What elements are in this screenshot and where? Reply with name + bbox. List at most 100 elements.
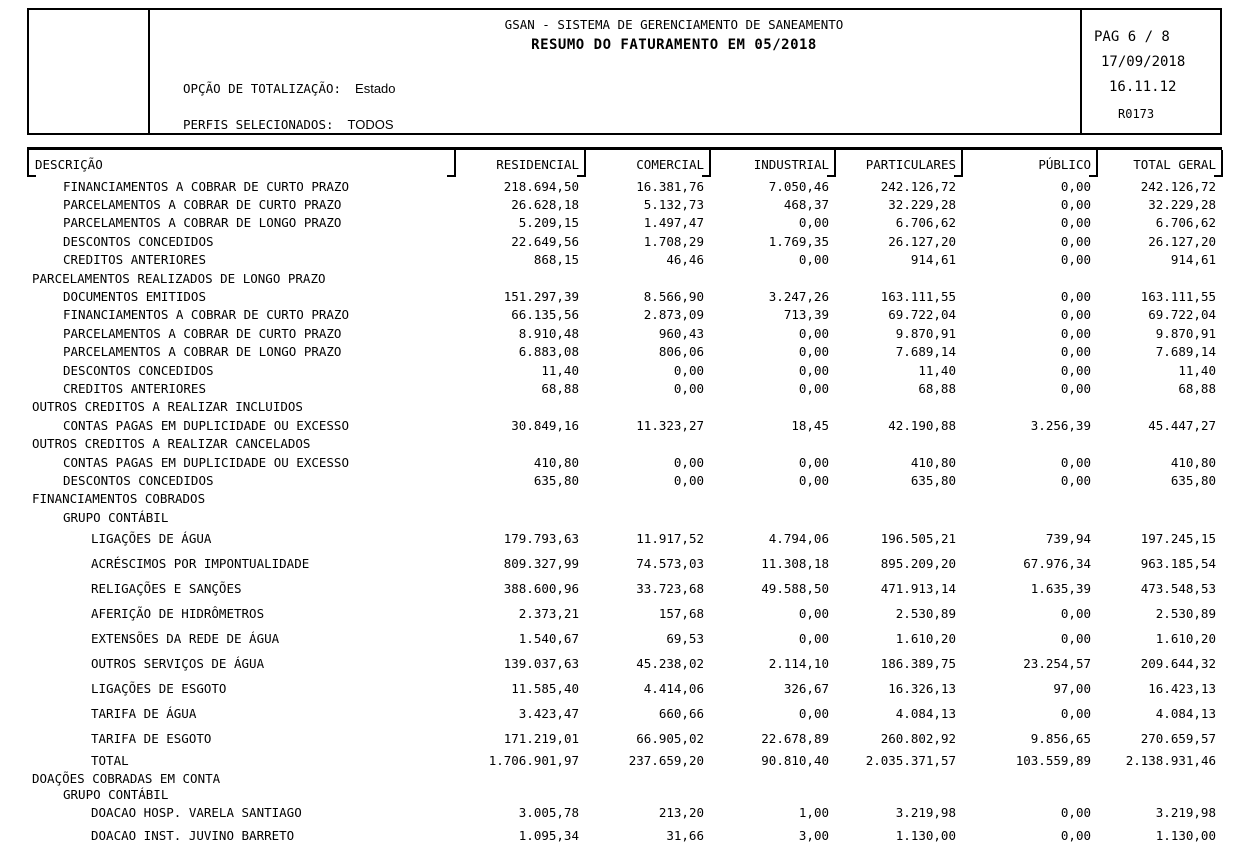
- cell-value: 157,68: [658, 606, 704, 622]
- report-code: R0173: [1118, 107, 1155, 121]
- cell-value: 6.883,08: [518, 344, 579, 360]
- row-label: FINANCIAMENTOS A COBRAR DE CURTO PRAZO: [63, 178, 349, 194]
- cell-value: 0,00: [1060, 606, 1091, 622]
- table-row: LIGAÇÕES DE ÁGUA 179.793,63 11.917,52 4.794…: [27, 526, 1222, 551]
- cell-value: 270.659,57: [1140, 731, 1216, 747]
- cell-value: 1.610,20: [1155, 631, 1216, 647]
- row-label: GRUPO CONTÁBIL: [63, 787, 169, 803]
- table-row: TOTAL 1.706.901,97 237.659,20 90.810,40 2.03…: [27, 751, 1222, 769]
- cell-value: 1.635,39: [1030, 581, 1091, 597]
- cell-value: 1.708,29: [643, 233, 704, 249]
- cell-value: 0,00: [798, 344, 829, 360]
- cell-value: 3.005,78: [518, 805, 579, 821]
- report-date: 17/09/2018: [1101, 54, 1186, 70]
- cell-value: 69.722,04: [888, 307, 956, 323]
- cell-value: 31,66: [666, 828, 704, 844]
- section-header-row: DOAÇÕES COBRADAS EM CONTA: [27, 769, 1222, 787]
- table-row: CREDITOS ANTERIORES 868,15 46,46 0,00 914,61…: [27, 251, 1222, 269]
- row-label: FINANCIAMENTOS A COBRAR DE CURTO PRAZO: [63, 307, 349, 323]
- cell-value: 9.870,91: [895, 325, 956, 341]
- row-label: TOTAL: [91, 752, 129, 768]
- report-title: RESUMO DO FATURAMENTO EM 05/2018: [531, 37, 817, 53]
- column-header: DESCRIÇÃO: [27, 150, 456, 179]
- cell-value: 242.126,72: [1140, 178, 1216, 194]
- cell-value: 468,37: [783, 197, 829, 213]
- column-header: TOTAL GERAL: [1097, 150, 1223, 179]
- cell-value: 11.308,18: [761, 556, 829, 572]
- table-row: OUTROS SERVIÇOS DE ÁGUA 139.037,63 45.238,…: [27, 651, 1222, 676]
- cell-value: 2.035.371,57: [865, 752, 956, 768]
- cell-value: 1.130,00: [1155, 828, 1216, 844]
- cell-value: 4.414,06: [643, 681, 704, 697]
- cell-value: 7.689,14: [1155, 344, 1216, 360]
- column-header: PARTICULARES: [835, 150, 963, 179]
- cell-value: 11,40: [918, 362, 956, 378]
- cell-value: 3.247,26: [768, 289, 829, 305]
- cell-value: 68,88: [541, 380, 579, 396]
- cell-value: 90.810,40: [761, 752, 829, 768]
- cell-value: 32.229,28: [888, 197, 956, 213]
- table-row: DESCONTOS CONCEDIDOS 22.649,56 1.708,29 1.7…: [27, 232, 1222, 250]
- cell-value: 68,88: [918, 380, 956, 396]
- table-row: DESCONTOS CONCEDIDOS 635,80 0,00 0,00 635,80…: [27, 471, 1222, 489]
- cell-value: 868,15: [533, 252, 579, 268]
- page-info: PAG 6 / 8 17/09/2018 16.11.12 R0173: [1080, 10, 1220, 133]
- cell-value: 1.769,35: [768, 233, 829, 249]
- report-header: GSAN - SISTEMA DE GERENCIAMENTO DE SANEA…: [27, 8, 1222, 135]
- cell-value: 963.185,54: [1140, 556, 1216, 572]
- row-label: GRUPO CONTÁBIL: [63, 509, 169, 525]
- table-row: PARCELAMENTOS A COBRAR DE CURTO PRAZO 8.9…: [27, 324, 1222, 342]
- table-row: RELIGAÇÕES E SANÇÕES 388.600,96 33.723,68 4…: [27, 576, 1222, 601]
- cell-value: 26.127,20: [1148, 233, 1216, 249]
- cell-value: 0,00: [1060, 252, 1091, 268]
- table-header-row: DESCRIÇÃO RESIDENCIAL COMERCIAL INDUSTRIAL P…: [27, 147, 1223, 179]
- row-label: CREDITOS ANTERIORES: [63, 380, 206, 396]
- logo-cell: [29, 10, 150, 133]
- cell-value: 26.628,18: [511, 197, 579, 213]
- column-header: PÚBLICO: [962, 150, 1098, 179]
- cell-value: 0,00: [798, 252, 829, 268]
- cell-value: 260.802,92: [880, 731, 956, 747]
- row-label: DESCONTOS CONCEDIDOS: [63, 472, 214, 488]
- cell-value: 49.588,50: [761, 581, 829, 597]
- cell-value: 2.530,89: [895, 606, 956, 622]
- totalization-row: OPÇÃO DE TOTALIZAÇÃO: Estado: [183, 81, 396, 96]
- table-row: DESCONTOS CONCEDIDOS 11,40 0,00 0,00 11,40 0,…: [27, 361, 1222, 379]
- cell-value: 410,80: [533, 454, 579, 470]
- cell-value: 326,67: [783, 681, 829, 697]
- cell-value: 9.870,91: [1155, 325, 1216, 341]
- cell-value: 218.694,50: [503, 178, 579, 194]
- cell-value: 9.856,65: [1030, 731, 1091, 747]
- cell-value: 69,53: [666, 631, 704, 647]
- section-header-row: FINANCIAMENTOS COBRADOS: [27, 490, 1222, 508]
- table-row: PARCELAMENTOS A COBRAR DE LONGO PRAZO 5.2…: [27, 214, 1222, 232]
- table-row: PARCELAMENTOS A COBRAR DE LONGO PRAZO 6.8…: [27, 343, 1222, 361]
- table-row: TARIFA DE ÁGUA 3.423,47 660,66 0,00 4.084,13…: [27, 701, 1222, 726]
- cell-value: 914,61: [1170, 252, 1216, 268]
- row-label: LIGAÇÕES DE ÁGUA: [91, 531, 212, 547]
- cell-value: 3.423,47: [518, 706, 579, 722]
- cell-value: 45.238,02: [636, 656, 704, 672]
- cell-value: 4.084,13: [895, 706, 956, 722]
- cell-value: 0,00: [673, 472, 704, 488]
- cell-value: 26.127,20: [888, 233, 956, 249]
- cell-value: 151.297,39: [503, 289, 579, 305]
- cell-value: 213,20: [658, 805, 704, 821]
- cell-value: 1,00: [798, 805, 829, 821]
- row-label: DOACAO INST. JUVINO BARRETO: [91, 828, 295, 844]
- cell-value: 3,00: [798, 828, 829, 844]
- profiles-row: PERFIS SELECIONADOS: TODOS: [183, 117, 394, 132]
- cell-value: 0,00: [798, 606, 829, 622]
- cell-value: 1.095,34: [518, 828, 579, 844]
- column-header: RESIDENCIAL: [455, 150, 586, 179]
- table-row: CONTAS PAGAS EM DUPLICIDADE OU EXCESSO 30…: [27, 416, 1222, 434]
- cell-value: 914,61: [910, 252, 956, 268]
- cell-value: 237.659,20: [628, 752, 704, 768]
- cell-value: 0,00: [1060, 362, 1091, 378]
- cell-value: 0,00: [1060, 307, 1091, 323]
- cell-value: 960,43: [658, 325, 704, 341]
- cell-value: 66.905,02: [636, 731, 704, 747]
- cell-value: 33.723,68: [636, 581, 704, 597]
- cell-value: 0,00: [1060, 454, 1091, 470]
- row-label: PARCELAMENTOS A COBRAR DE LONGO PRAZO: [63, 215, 342, 231]
